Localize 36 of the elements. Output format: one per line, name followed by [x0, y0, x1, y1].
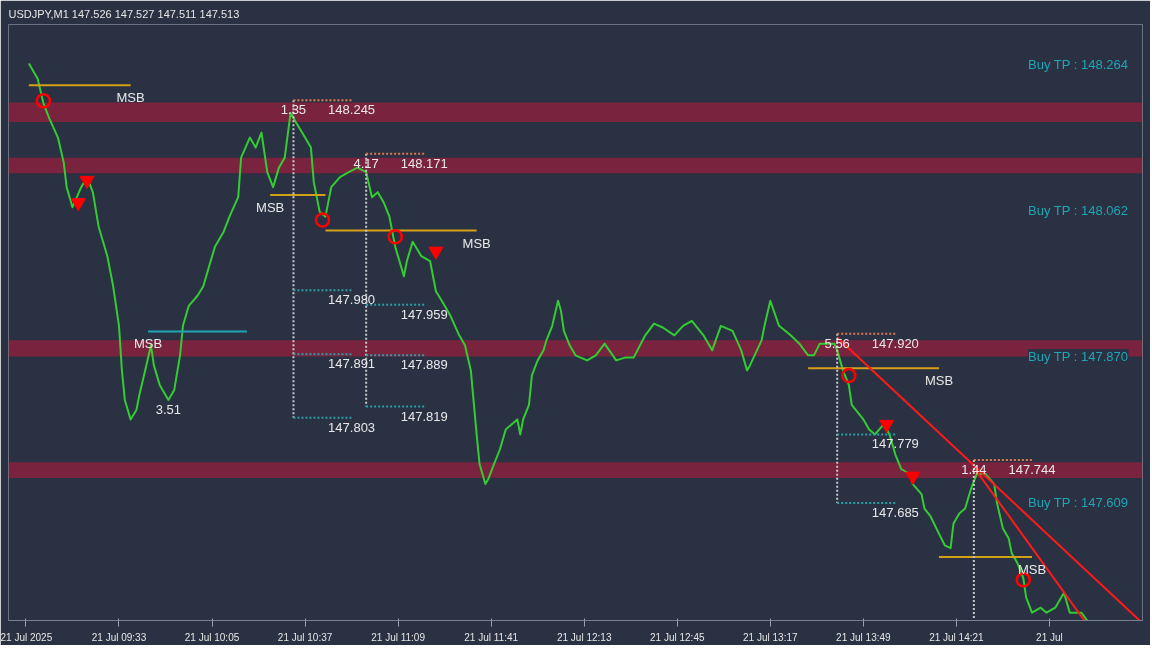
- annotation: 147.980: [328, 292, 376, 308]
- annotation: Buy TP : 148.264: [1028, 56, 1129, 72]
- x-tick-label: 21 Jul 13:49: [836, 631, 892, 643]
- x-tick-label: 21 Jul: [1036, 631, 1063, 643]
- annotation: 147.685: [871, 504, 919, 520]
- annotation: MSB: [256, 199, 285, 215]
- annotation: 147.744: [1008, 462, 1056, 478]
- annotation: 4.17: [353, 155, 379, 171]
- annotation: 147.803: [328, 419, 376, 435]
- annotation: 147.819: [400, 408, 448, 424]
- x-tick-label: 21 Jul 14:21: [929, 631, 985, 643]
- annotation: MSB: [924, 373, 954, 389]
- annotation: Buy TP : 147.609: [1028, 495, 1129, 511]
- annotation: Buy TP : 147.870: [1028, 349, 1129, 364]
- x-tick-label: 21 Jul 12:45: [650, 631, 705, 643]
- x-tick-label: 21 Jul 11:09: [371, 631, 426, 643]
- x-tick-label: 21 Jul 2025: [0, 631, 53, 643]
- annotation: 1.35: [280, 102, 307, 118]
- chart-title: USDJPY,M1 147.526 147.527 147.511 147.513: [8, 7, 240, 20]
- x-tick-label: 21 Jul 13:17: [743, 631, 798, 643]
- annotation: MSB: [133, 336, 163, 352]
- x-tick-label: 21 Jul 11:41: [464, 631, 519, 643]
- annotation: 3.51: [155, 401, 182, 417]
- annotation: 148.171: [400, 155, 448, 171]
- x-tick-label: 21 Jul 09:33: [91, 631, 147, 643]
- annotation: 147.891: [328, 356, 376, 372]
- x-tick-label: 21 Jul 12:13: [556, 631, 612, 643]
- x-tick-label: 21 Jul 10:05: [184, 631, 240, 643]
- annotation: MSB: [462, 235, 491, 251]
- annotation: 147.959: [400, 306, 448, 322]
- annotation: 148.245: [328, 102, 376, 118]
- x-tick-label: 21 Jul 10:37: [277, 631, 333, 643]
- annotation: Buy TP : 148.062: [1028, 202, 1129, 218]
- annotation: MSB: [116, 90, 145, 106]
- annotation: 147.920: [871, 335, 919, 351]
- annotation: 147.889: [400, 357, 448, 373]
